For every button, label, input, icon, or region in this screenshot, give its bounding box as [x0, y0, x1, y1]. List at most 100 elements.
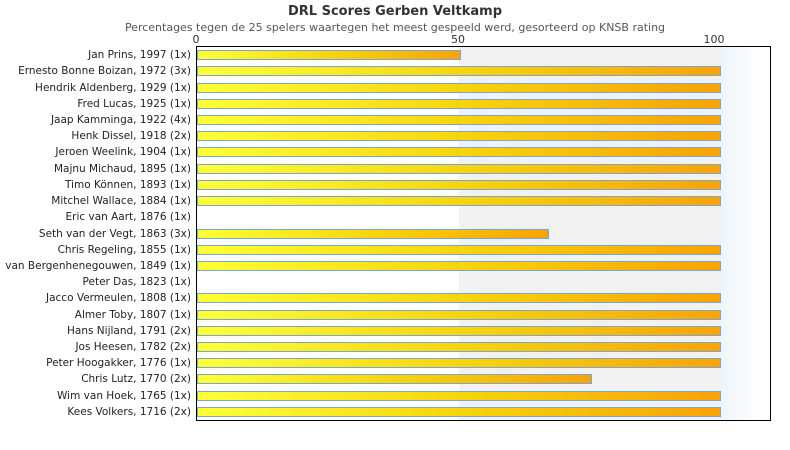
bar[interactable]	[197, 260, 721, 271]
bar[interactable]	[197, 406, 721, 417]
bar-scale	[197, 355, 721, 371]
bar[interactable]	[197, 342, 721, 353]
bar-row	[197, 63, 770, 79]
bar-scale	[197, 274, 721, 290]
bar[interactable]	[197, 390, 721, 401]
category-label: Timo Können, 1893 (1x)	[64, 178, 191, 191]
bar-scale	[197, 96, 721, 112]
grid-band-overflow	[721, 47, 770, 420]
plot-rows	[197, 47, 770, 420]
bar[interactable]	[197, 244, 721, 255]
bar[interactable]	[197, 131, 721, 142]
bar-row	[197, 323, 770, 339]
bar-row	[197, 388, 770, 404]
bar-scale	[197, 47, 721, 63]
bar[interactable]	[197, 114, 721, 125]
bar[interactable]	[197, 82, 721, 93]
bar[interactable]	[197, 66, 721, 77]
bar[interactable]	[197, 325, 721, 336]
category-label: Chris Lutz, 1770 (2x)	[81, 373, 191, 386]
bar-row	[197, 371, 770, 387]
bar[interactable]	[197, 374, 592, 385]
category-label: Fred Lucas, 1925 (1x)	[77, 97, 191, 110]
category-label: Kees Volkers, 1716 (2x)	[67, 405, 191, 418]
category-label: Peter Das, 1823 (1x)	[82, 276, 191, 289]
category-label: Jos Heesen, 1782 (2x)	[75, 341, 191, 354]
bar-scale	[197, 388, 721, 404]
category-label: van Bergenhenegouwen, 1849 (1x)	[5, 259, 191, 272]
bar-row	[197, 161, 770, 177]
bar-scale	[197, 209, 721, 225]
category-labels: Jan Prins, 1997 (1x) Ernesto Bonne Boizan…	[0, 47, 191, 420]
bar-scale	[197, 144, 721, 160]
category-label: Jeroen Weelink, 1904 (1x)	[55, 146, 191, 159]
category-label: Almer Toby, 1807 (1x)	[74, 308, 191, 321]
bar-row	[197, 47, 770, 63]
bar[interactable]	[197, 98, 721, 109]
bar-scale	[197, 258, 721, 274]
bar-row	[197, 242, 770, 258]
bar-row	[197, 404, 770, 420]
bar-scale	[197, 307, 721, 323]
bar[interactable]	[197, 228, 549, 239]
plot-area	[196, 46, 771, 421]
bar-row	[197, 112, 770, 128]
bar-row	[197, 225, 770, 241]
bar-scale	[197, 290, 721, 306]
bar[interactable]	[197, 196, 721, 207]
bar-scale	[197, 193, 721, 209]
bar[interactable]	[197, 147, 721, 158]
category-label: Seth van der Vegt, 1863 (3x)	[38, 227, 191, 240]
category-label: Chris Regeling, 1855 (1x)	[57, 243, 191, 256]
bar-row	[197, 193, 770, 209]
category-label: Eric van Aart, 1876 (1x)	[65, 211, 192, 224]
bar-scale	[197, 323, 721, 339]
category-label: Jaap Kamminga, 1922 (4x)	[50, 113, 191, 126]
bar-scale	[197, 339, 721, 355]
category-label: Majnu Michaud, 1895 (1x)	[53, 162, 191, 175]
bar-scale	[197, 242, 721, 258]
category-label: Mitchel Wallace, 1884 (1x)	[51, 195, 191, 208]
bar-scale	[197, 79, 721, 95]
x-tick-label: 0	[192, 33, 200, 46]
category-label: Jan Prins, 1997 (1x)	[88, 49, 191, 62]
bar[interactable]	[197, 163, 721, 174]
chart-title: DRL Scores Gerben Veltkamp	[287, 4, 502, 19]
bar-scale	[197, 177, 721, 193]
bar-row	[197, 96, 770, 112]
bar-row	[197, 177, 770, 193]
bar-scale	[197, 112, 721, 128]
bar-row	[197, 339, 770, 355]
bar-scale	[197, 225, 721, 241]
x-tick-label: 100	[703, 33, 725, 46]
bar[interactable]	[197, 309, 721, 320]
x-tick-label: 50	[451, 33, 465, 46]
bar[interactable]	[197, 50, 461, 61]
bar-row	[197, 128, 770, 144]
bar-row	[197, 79, 770, 95]
bar-scale	[197, 128, 721, 144]
bar-row	[197, 307, 770, 323]
bar-row	[197, 274, 770, 290]
category-label: Wim van Hoek, 1765 (1x)	[57, 389, 191, 402]
category-label: Peter Hoogakker, 1776 (1x)	[46, 357, 191, 370]
bar-row	[197, 290, 770, 306]
bar[interactable]	[197, 358, 721, 369]
category-label: Hans Nijland, 1791 (2x)	[67, 324, 191, 337]
bar-row	[197, 209, 770, 225]
bar[interactable]	[197, 179, 721, 190]
bar-row	[197, 258, 770, 274]
bar[interactable]	[197, 293, 721, 304]
chart-subtitle: Percentages tegen de 25 spelers waartege…	[124, 21, 666, 34]
x-axis: 0 50 100	[0, 33, 790, 46]
category-label: Ernesto Bonne Boizan, 1972 (3x)	[18, 65, 191, 78]
category-label: Jacco Vermeulen, 1808 (1x)	[46, 292, 191, 305]
category-label: Hendrik Aldenberg, 1929 (1x)	[35, 81, 191, 94]
bar-scale	[197, 63, 721, 79]
bar-row	[197, 144, 770, 160]
bar-scale	[197, 371, 721, 387]
bar-row	[197, 355, 770, 371]
bar-scale	[197, 404, 721, 420]
category-label: Henk Dissel, 1918 (2x)	[71, 130, 191, 143]
